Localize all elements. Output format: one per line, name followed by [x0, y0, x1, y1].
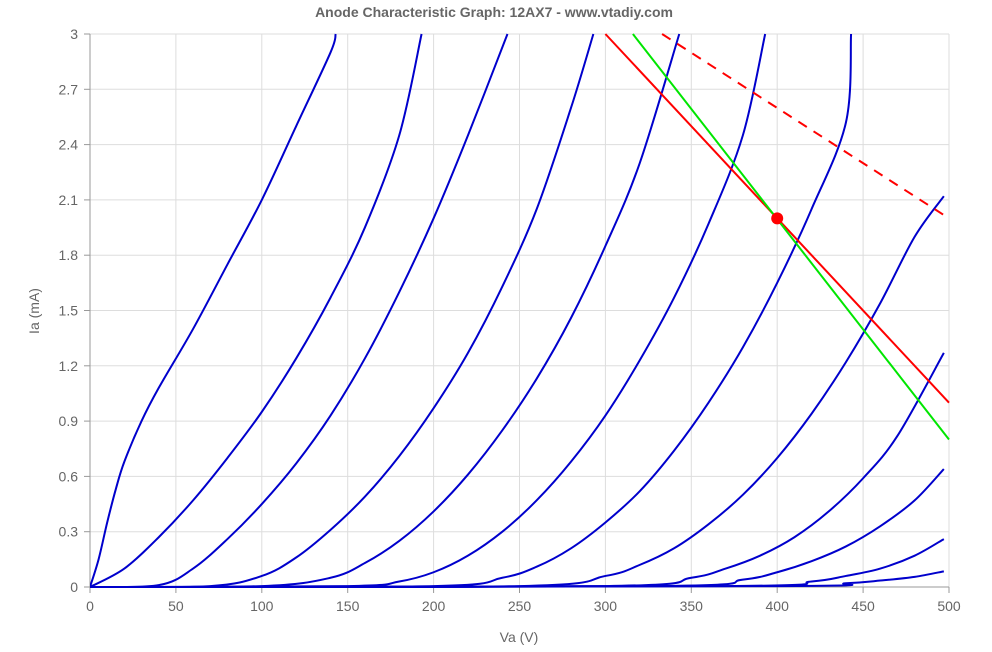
x-tick-label: 150	[336, 598, 360, 614]
chart-title: Anode Characteristic Graph: 12AX7 - www.…	[315, 4, 673, 20]
plate-curve-5	[90, 33, 681, 588]
x-tick-label: 450	[851, 598, 875, 614]
y-axis-title: Ia (mA)	[26, 288, 42, 334]
x-tick-label: 300	[594, 598, 618, 614]
plate-curve-3	[90, 33, 509, 588]
x-tick-label: 500	[937, 598, 961, 614]
y-tick-label: 2.4	[59, 137, 79, 153]
x-tick-label: 400	[766, 598, 790, 614]
plate-curve-7	[90, 33, 853, 588]
plate-curve-12	[90, 570, 945, 588]
operating-point-marker	[771, 212, 784, 225]
y-tick-label: 0.9	[59, 413, 79, 429]
y-tick-label: 2.7	[59, 81, 79, 97]
plate-curve-10	[90, 468, 945, 588]
y-tick-label: 0.6	[59, 468, 79, 484]
x-axis-ticks: 0 50 100 150 200 250 300 350 400 450 500	[86, 587, 961, 614]
y-axis-ticks: 0 0.3 0.6 0.9 1.2 1.5 1.8 2.1 2.4 2.7 3	[59, 26, 90, 595]
x-tick-label: 200	[422, 598, 446, 614]
grid	[90, 33, 950, 587]
plate-curve-2	[90, 33, 423, 588]
plate-curves	[90, 33, 945, 588]
plate-curve-4	[90, 33, 595, 588]
x-tick-label: 0	[86, 598, 94, 614]
y-tick-label: 3	[70, 26, 78, 42]
operating-points	[771, 212, 784, 225]
x-tick-label: 50	[168, 598, 184, 614]
y-tick-label: 1.8	[59, 247, 79, 263]
plate-curve-1	[90, 33, 337, 588]
y-tick-label: 1.5	[59, 303, 79, 319]
ac-load-line	[661, 33, 950, 220]
x-tick-label: 250	[508, 598, 532, 614]
y-tick-label: 0	[70, 579, 78, 595]
y-tick-label: 1.2	[59, 358, 79, 374]
x-axis-title: Va (V)	[500, 629, 539, 645]
plate-curve-6	[90, 33, 767, 588]
x-tick-label: 100	[250, 598, 274, 614]
y-tick-label: 2.1	[59, 192, 79, 208]
x-tick-label: 350	[680, 598, 704, 614]
y-tick-label: 0.3	[59, 524, 79, 540]
tangent-line	[632, 33, 950, 441]
plate-curve-11	[90, 538, 945, 588]
